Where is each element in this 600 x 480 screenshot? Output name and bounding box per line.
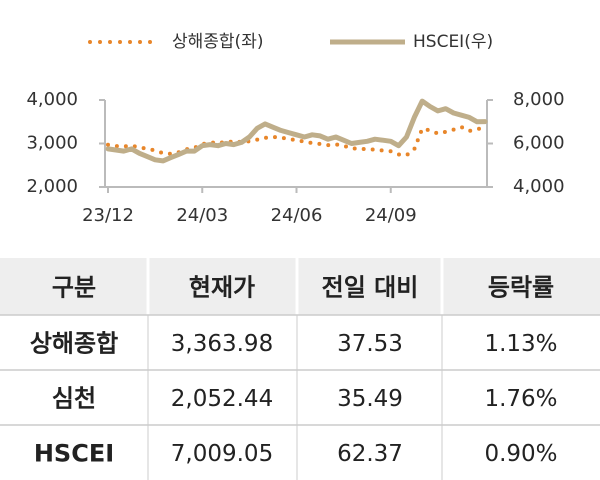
table-cell: 1.76% <box>484 386 557 412</box>
legend-label: 상해종합(좌) <box>172 32 263 52</box>
y2-tick-label: 6,000 <box>513 133 565 154</box>
y-tick-label: 4,000 <box>26 89 78 110</box>
y-tick-label: 3,000 <box>26 133 78 154</box>
table-cell: 1.13% <box>484 331 557 357</box>
table-header-bg <box>0 258 600 315</box>
table-header: 등락률 <box>488 274 554 302</box>
table-cell: 62.37 <box>337 441 403 467</box>
row-label: 상해종합 <box>30 330 118 358</box>
x-tick-label: 24/06 <box>271 205 323 226</box>
table-header: 현재가 <box>189 274 255 302</box>
table-cell: 35.49 <box>337 386 403 412</box>
table-cell: 3,363.98 <box>171 331 273 357</box>
series-line <box>106 125 487 158</box>
row-label: HSCEI <box>34 440 114 468</box>
x-tick-label: 24/03 <box>176 205 228 226</box>
table-cell: 7,009.05 <box>171 441 273 467</box>
y-tick-label: 2,000 <box>26 176 78 197</box>
x-tick-label: 24/09 <box>365 205 417 226</box>
series-line <box>105 98 488 164</box>
y2-tick-label: 8,000 <box>513 89 565 110</box>
legend-label: HSCEI(우) <box>413 32 493 52</box>
table-header: 전일 대비 <box>322 274 419 302</box>
x-tick-label: 23/12 <box>82 205 134 226</box>
row-label: 심천 <box>52 385 96 413</box>
table-cell: 0.90% <box>484 441 557 467</box>
y2-tick-label: 4,000 <box>513 176 565 197</box>
table-cell: 37.53 <box>337 331 403 357</box>
table-header: 구분 <box>52 274 96 302</box>
table-cell: 2,052.44 <box>171 386 273 412</box>
